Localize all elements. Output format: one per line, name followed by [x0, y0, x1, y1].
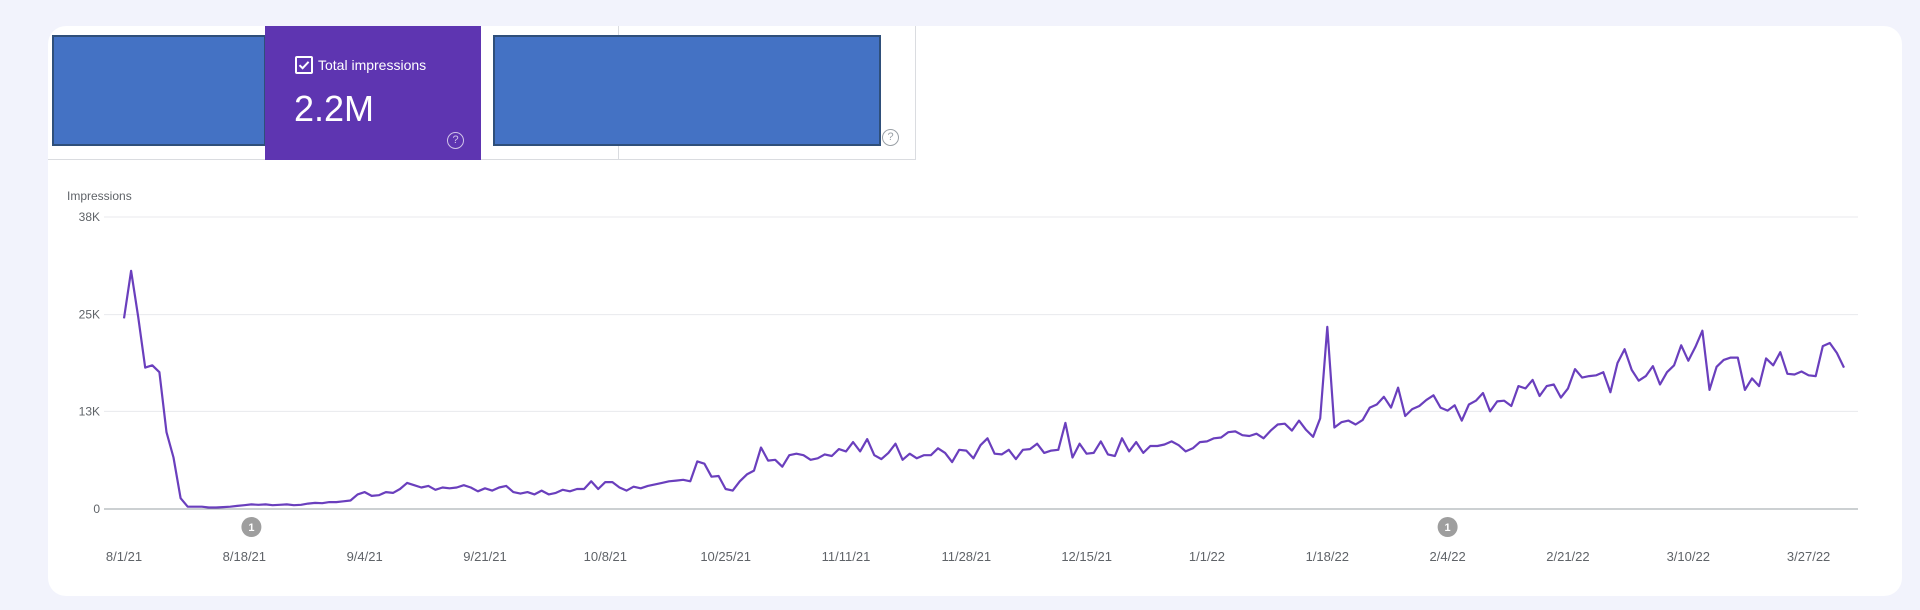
- metric-card-total-impressions[interactable]: Total impressions 2.2M ?: [265, 26, 481, 160]
- annotation-label: 1: [248, 522, 254, 534]
- x-tick-label: 3/10/22: [1667, 549, 1710, 564]
- x-tick-label: 11/28/21: [941, 549, 991, 564]
- x-tick-label: 1/18/22: [1306, 549, 1349, 564]
- annotation-label: 1: [1445, 522, 1451, 534]
- help-icon[interactable]: ?: [882, 129, 899, 146]
- annotation-marker[interactable]: 1: [241, 517, 262, 537]
- metric-card-redacted-1[interactable]: [52, 35, 266, 146]
- checkbox-checked-icon[interactable]: [295, 56, 313, 74]
- y-axis-label: Impressions: [67, 189, 132, 203]
- x-tick-label: 3/27/22: [1787, 549, 1830, 564]
- x-tick-label: 10/25/21: [700, 549, 751, 564]
- x-tick-label: 9/4/21: [347, 549, 383, 564]
- y-tick-label: 25K: [79, 308, 100, 322]
- performance-card: Total impressions 2.2M ? ?: [48, 26, 1902, 596]
- x-tick-label: 1/1/22: [1189, 549, 1225, 564]
- y-tick-label: 13K: [79, 404, 100, 418]
- x-tick-label: 8/1/21: [106, 549, 142, 564]
- y-tick-label: 38K: [79, 210, 100, 224]
- metric-tabs: Total impressions 2.2M ? ?: [48, 26, 916, 160]
- x-tick-label: 8/18/21: [223, 549, 266, 564]
- x-tick-label: 2/4/22: [1430, 549, 1466, 564]
- x-tick-label: 11/11/21: [822, 549, 871, 564]
- metric-card-redacted-2[interactable]: [493, 35, 881, 146]
- x-tick-label: 12/15/21: [1061, 549, 1112, 564]
- y-tick-label: 0: [93, 502, 100, 516]
- x-tick-label: 2/21/22: [1546, 549, 1589, 564]
- annotation-marker[interactable]: 1: [1437, 517, 1458, 537]
- x-tick-label: 9/21/21: [463, 549, 506, 564]
- metric-label: Total impressions: [318, 57, 427, 73]
- help-icon[interactable]: ?: [447, 132, 464, 149]
- x-tick-label: 10/8/21: [584, 549, 627, 564]
- metric-value: 2.2M: [294, 88, 375, 129]
- series-line-impressions: [122, 269, 1845, 509]
